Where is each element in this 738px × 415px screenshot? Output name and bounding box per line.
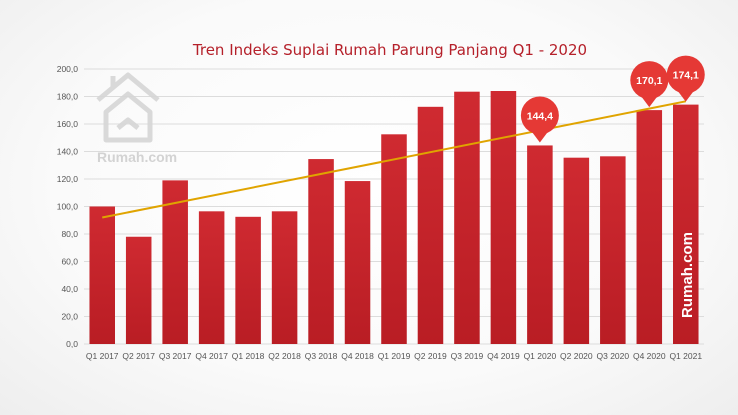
bar	[308, 159, 334, 344]
x-tick-label: Q4 2019	[487, 351, 520, 361]
x-tick-label: Q3 2019	[451, 351, 484, 361]
callout-label: 170,1	[636, 75, 662, 87]
value-callout: 170,1	[630, 61, 669, 108]
x-axis-ticks: Q1 2017 Q2 2017 Q3 2017 Q4 2017 Q1 2018 Q2 20…	[86, 351, 702, 361]
x-tick-label: Q1 2021	[669, 351, 702, 361]
x-tick-label: Q2 2019	[414, 351, 447, 361]
bar	[563, 157, 590, 344]
x-tick-label: Q4 2020	[633, 351, 666, 361]
bars	[89, 91, 699, 344]
bar	[198, 211, 225, 344]
x-tick-label: Q4 2017	[195, 351, 228, 361]
trendline	[102, 100, 686, 219]
bar	[344, 181, 371, 344]
x-tick-label: Q3 2017	[159, 351, 192, 361]
bar	[381, 134, 407, 344]
x-tick-label: Q2 2020	[560, 351, 593, 361]
x-tick-label: Q3 2018	[305, 351, 338, 361]
value-callout: 144,4	[520, 96, 559, 143]
y-tick-label: 120,0	[57, 174, 79, 184]
callouts: 144,4 170,1 174,1	[520, 55, 705, 143]
y-tick-label: 40,0	[61, 284, 78, 294]
y-tick-label: 60,0	[61, 257, 78, 267]
side-brand-label: Rumah.com	[679, 232, 696, 318]
y-tick-label: 20,0	[61, 312, 78, 322]
bar	[673, 104, 699, 344]
x-tick-label: Q3 2020	[597, 351, 630, 361]
y-tick-label: 0,0	[66, 339, 78, 349]
x-tick-label: Q1 2020	[524, 351, 557, 361]
x-tick-label: Q4 2018	[341, 351, 374, 361]
y-tick-label: 80,0	[61, 229, 78, 239]
x-tick-label: Q1 2019	[378, 351, 411, 361]
y-tick-label: 180,0	[57, 92, 79, 102]
callout-bubble	[666, 55, 705, 94]
value-callout: 174,1	[666, 55, 705, 102]
callout-label: 144,4	[527, 110, 553, 122]
trendline-group	[102, 100, 686, 219]
x-tick-label: Q2 2017	[122, 351, 155, 361]
y-tick-label: 100,0	[57, 202, 79, 212]
callout-label: 174,1	[673, 70, 699, 82]
bar	[125, 236, 152, 344]
watermark-logo: Rumah.com	[96, 72, 177, 165]
callout-bubble	[520, 96, 559, 135]
house-icon	[96, 72, 160, 143]
callout-bubble	[630, 61, 669, 100]
bar	[271, 211, 298, 344]
chart-title: Tren Indeks Suplai Rumah Parung Panjang …	[192, 41, 587, 59]
bar	[162, 180, 188, 344]
x-tick-label: Q1 2017	[86, 351, 119, 361]
bar	[600, 156, 626, 344]
bar	[89, 206, 115, 344]
bar	[527, 145, 553, 344]
y-tick-label: 200,0	[57, 64, 79, 74]
x-tick-label: Q1 2018	[232, 351, 265, 361]
x-tick-label: Q2 2018	[268, 351, 301, 361]
y-tick-label: 160,0	[57, 119, 79, 129]
bar	[490, 91, 517, 344]
bar	[235, 216, 261, 344]
bar	[636, 110, 663, 344]
watermark-label: Rumah.com	[97, 149, 177, 165]
y-axis-ticks: 0,0 20,0 40,0 60,0 80,0 100,0 120,0 140,0 160,0 1…	[57, 64, 79, 349]
y-tick-label: 140,0	[57, 147, 79, 157]
bar	[417, 106, 444, 344]
bar	[454, 91, 480, 344]
